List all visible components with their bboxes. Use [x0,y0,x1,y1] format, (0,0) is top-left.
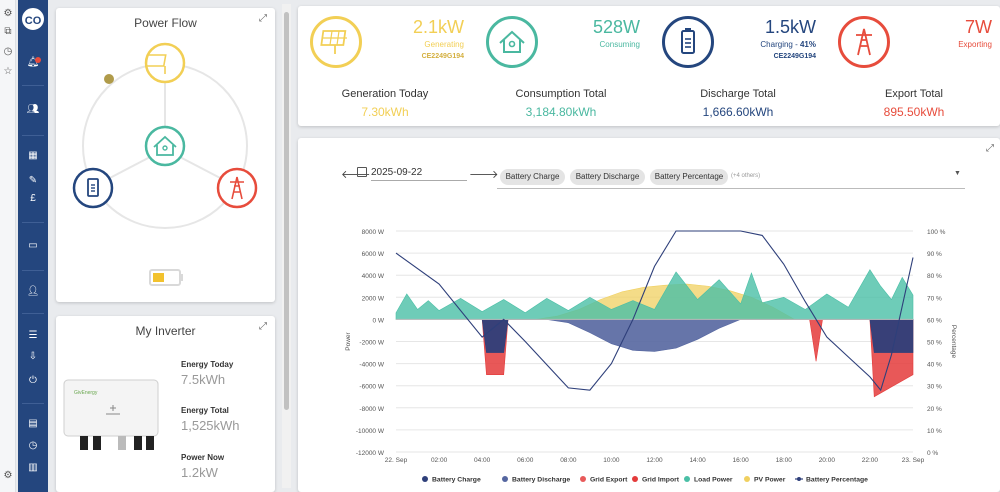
sidebar-divider [22,270,44,271]
sidebar [18,0,48,492]
battery-level-indicator [149,269,183,286]
bell-icon[interactable]: 🔔︎ [26,57,40,68]
edit-icon[interactable]: ✎ [28,175,38,186]
notification-badge [35,57,41,63]
flow-line-grid [177,155,225,181]
chip-battery-discharge[interactable]: Battery Discharge [570,169,645,185]
chart-card: ⤢ [298,138,1000,492]
generation-total-label: Generation Today [341,88,429,100]
star-icon[interactable]: ☆ [3,66,13,77]
generation-icon-circle [310,16,362,68]
inverter-brand: GivEnergy [74,390,98,396]
grid-node[interactable] [216,167,258,209]
power-flow-diagram [72,42,258,286]
solar-panel-icon [320,30,347,54]
inverter-card: My Inverter ⤢ GivEnergy Energy Today 7.5… [56,316,275,492]
avatar[interactable]: CO [22,8,44,30]
battery-inverter-id: CE2249G194 [773,53,816,60]
generation-total-value: 7.30kWh [361,105,409,119]
person-icon[interactable]: 👤︎ [26,286,40,297]
series-select[interactable] [497,165,965,189]
more-series-label: (+4 others) [731,173,761,179]
energy-total-label: Energy Total [181,406,229,415]
tabs-icon[interactable]: ⧉ [4,26,12,37]
users-icon[interactable]: 👥︎ [26,104,40,115]
chip-battery-percentage[interactable]: Battery Percentage [650,169,728,185]
sidebar-divider [22,135,44,136]
dropdown-arrow-icon[interactable]: ▼ [954,170,961,177]
home-node[interactable] [144,125,186,167]
power-icon[interactable]: ⏻ [29,375,37,386]
power-now-value: 1.2kW [181,465,218,480]
energy-total-value: 1,525kWh [181,418,240,433]
export-total-label: Export Total [885,88,943,100]
expand-icon[interactable]: ⤢ [259,321,267,332]
settings-icon[interactable]: ⚙ [3,8,13,19]
browser-toolbar: ⚙ ⧉ ◷ ☆ ⚙ [0,0,16,492]
generation-inverter-id: CE2249G194 [421,53,464,60]
export-value: 7W [965,17,992,37]
calendar-icon[interactable] [357,167,367,177]
energy-today-value: 7.5kWh [181,372,226,387]
clock-icon[interactable]: ◷ [28,440,38,451]
chip-battery-charge[interactable]: Battery Charge [500,169,565,185]
export-total-value: 895.50kWh [883,105,945,119]
consumption-value: 528W [592,17,640,37]
power-flow-card: Power Flow ⤢ [56,8,275,302]
report-icon[interactable]: ▥ [28,462,38,473]
home-icon [499,30,525,53]
flow-line-battery [105,155,153,181]
battery-percent: 41% [799,40,816,49]
battery-icon [87,178,99,197]
discharge-total-value: 1,666.60kWh [702,105,774,119]
list-icon[interactable]: ☰ [28,330,38,341]
consumption-icon-circle [486,16,538,68]
pylon-icon [856,28,872,56]
energy-today-label: Energy Today [181,360,234,369]
power-flow-title: Power Flow [134,16,197,30]
inverter-image: GivEnergy [63,379,159,450]
consumption-label: Consuming [599,40,640,49]
history-icon[interactable]: ◷ [3,46,13,57]
export-label: Exporting [958,40,992,49]
pound-icon[interactable]: £ [30,193,36,204]
expand-icon[interactable]: ⤢ [259,13,267,24]
solar-node[interactable] [144,42,186,84]
battery-value: 1.5kW [764,17,816,37]
sidebar-divider [22,85,44,86]
battery-status: Charging - 41% [760,40,816,49]
home-icon [153,135,177,156]
document-icon[interactable]: ▤ [28,418,38,429]
battery-status-label: Charging - [760,40,800,49]
download-icon[interactable]: ⇩ [28,351,38,362]
date-input[interactable]: 2025-09-22 [371,167,467,181]
consumption-total-label: Consumption Total [515,88,607,100]
generation-value: 2.1kW [412,17,464,37]
prev-day-arrow[interactable]: 🡐 [341,169,371,181]
expand-icon[interactable]: ⤢ [986,143,994,154]
battery-node[interactable] [72,167,114,209]
sidebar-divider [22,313,44,314]
scrollbar-thumb[interactable] [284,12,289,410]
flow-dot [104,74,114,84]
inverter-title: My Inverter [135,324,196,338]
monitor-icon[interactable]: ▭ [28,240,38,251]
stats-card: 2.1kW Generating CE2249G194 528W Consumi… [298,6,1000,126]
generation-label: Generating [424,40,464,49]
sidebar-divider [22,222,44,223]
dashboard-icon[interactable]: ▦ [28,150,38,161]
battery-icon [681,28,695,54]
power-now-label: Power Now [181,453,225,462]
export-icon-circle [838,16,890,68]
gear-icon[interactable]: ⚙ [3,470,13,481]
solar-panel-icon [144,54,167,67]
pylon-icon [230,176,244,200]
next-day-arrow[interactable]: 🡒 [469,169,499,181]
battery-icon-circle [662,16,714,68]
discharge-total-label: Discharge Total [700,88,776,100]
sidebar-divider [22,403,44,404]
consumption-total-value: 3,184.80kWh [525,105,597,119]
